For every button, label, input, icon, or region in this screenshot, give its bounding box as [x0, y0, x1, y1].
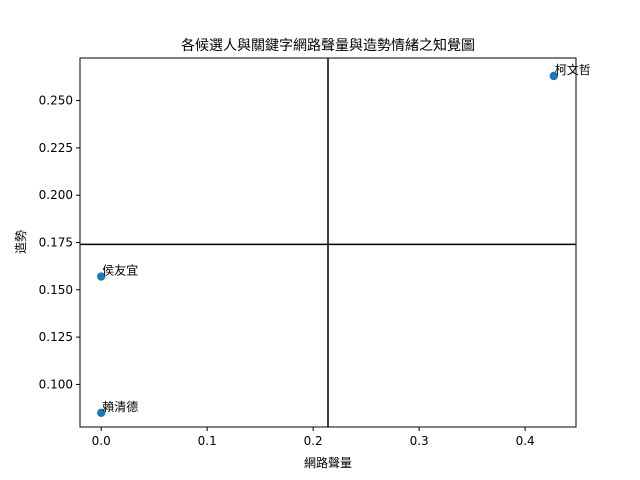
x-tick-label: 0.3 — [410, 434, 429, 448]
data-point-label: 侯友宜 — [102, 263, 138, 278]
x-tick-label: 0.0 — [92, 434, 111, 448]
y-axis-label: 造勢 — [13, 230, 28, 254]
reference-lines — [80, 58, 576, 427]
y-tick-label: 0.250 — [39, 94, 73, 108]
data-point-label: 柯文哲 — [555, 62, 591, 77]
y-tick-label: 0.100 — [39, 377, 73, 391]
y-tick-label: 0.175 — [39, 236, 73, 250]
x-tick-label: 0.4 — [516, 434, 535, 448]
x-axis-label: 網路聲量 — [304, 455, 352, 470]
y-tick-label: 0.200 — [39, 188, 73, 202]
y-tick-label: 0.225 — [39, 141, 73, 155]
data-point-label: 賴清德 — [102, 399, 138, 414]
x-tick-label: 0.2 — [304, 434, 323, 448]
y-tick-label: 0.125 — [39, 330, 73, 344]
x-tick-label: 0.1 — [198, 434, 217, 448]
chart-title: 各候選人與關鍵字網路聲量與造勢情緒之知覺圖 — [181, 37, 475, 54]
y-tick-label: 0.150 — [39, 283, 73, 297]
x-axis-ticks: 0.0 0.1 0.2 0.3 0.4 — [92, 427, 535, 448]
y-axis-ticks: 0.100 0.125 0.150 0.175 0.200 0.225 0.250 — [39, 94, 80, 392]
